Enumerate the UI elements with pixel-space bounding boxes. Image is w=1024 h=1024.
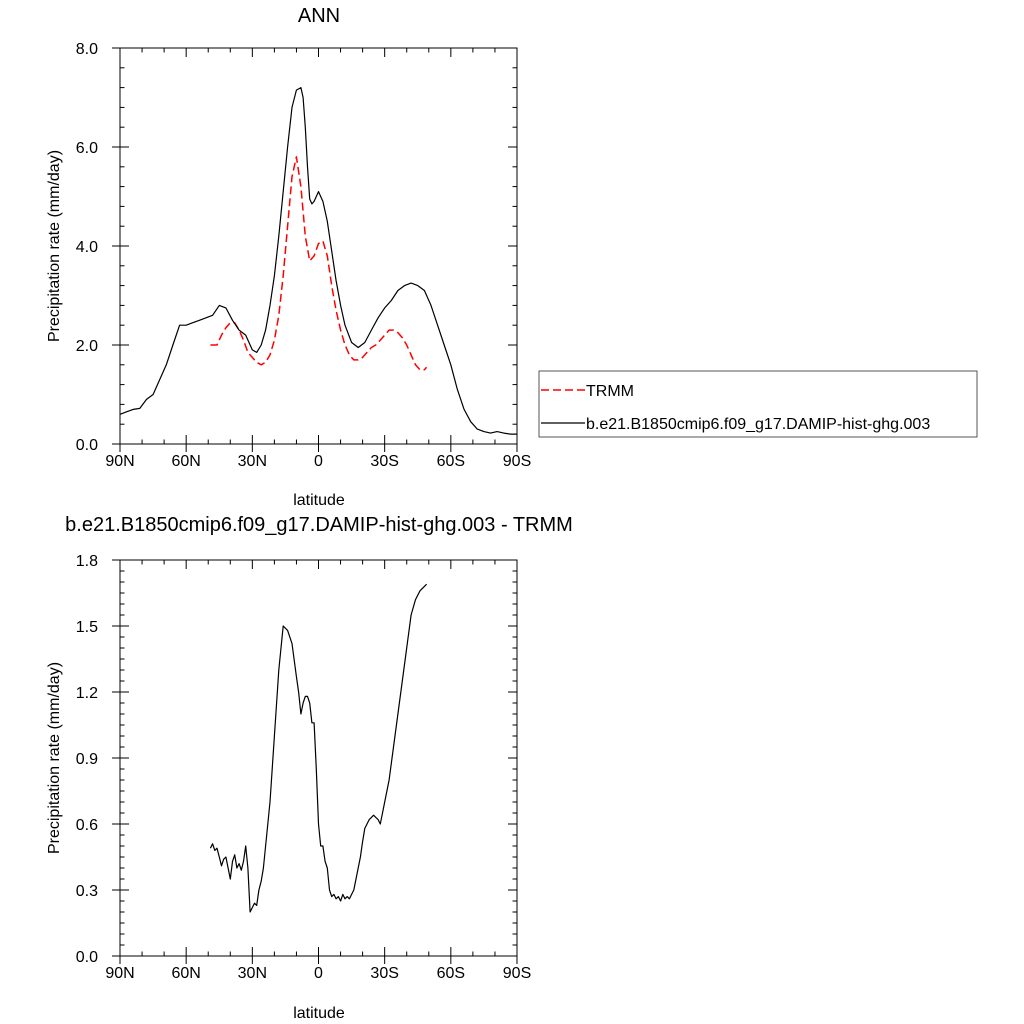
top-series-group (119, 86, 517, 435)
top-y-axis-label: Precipitation rate (mm/day) (46, 150, 63, 342)
bottom-x-tick-label: 90N (105, 965, 134, 982)
top-y-tick-label: 8.0 (76, 41, 98, 58)
top-chart-title: ANN (298, 5, 340, 27)
bottom-tick-group: 90N 60N 30N 0 30S 60S 90S 0.0 0.3 0.6 0.9 1.2 1.5 1.8 (76, 553, 531, 982)
top-x-tick-label: 0 (314, 453, 323, 470)
bottom-y-tick-label: 1.2 (76, 685, 98, 702)
bottom-chart-panel: b.e21.B1850cmip6.f09_g17.DAMIP-hist-ghg.… (46, 514, 573, 1022)
bottom-y-tick-label: 0.0 (76, 949, 98, 966)
top-chart-panel: ANN 90N 60N 30N 0 30S 60S 90S 0.0 2.0 4.0 6.0 8.0 l… (46, 5, 978, 509)
top-x-tick-label: 60S (437, 453, 465, 470)
top-x-axis-label: latitude (293, 492, 345, 509)
bottom-x-tick-label: 30N (238, 965, 267, 982)
top-y-tick-label: 4.0 (76, 239, 98, 256)
top-x-tick-label: 90N (105, 453, 134, 470)
bottom-y-tick-label: 1.5 (76, 619, 98, 636)
bottom-x-axis-label: latitude (293, 1005, 345, 1022)
bottom-x-tick-label: 30S (370, 965, 398, 982)
legend-label-model: b.e21.B1850cmip6.f09_g17.DAMIP-hist-ghg.… (586, 416, 930, 433)
bottom-series-line-0 (209, 583, 428, 913)
top-y-tick-label: 2.0 (76, 338, 98, 355)
top-series-line-0 (210, 156, 428, 371)
bottom-y-tick-label: 0.6 (76, 817, 98, 834)
bottom-x-tick-label: 60S (437, 965, 465, 982)
top-chart-legend: TRMM b.e21.B1850cmip6.f09_g17.DAMIP-hist… (538, 370, 978, 438)
bottom-x-tick-label: 0 (314, 965, 323, 982)
top-x-tick-label: 60N (171, 453, 200, 470)
top-y-tick-label: 0.0 (76, 437, 98, 454)
bottom-y-tick-label: 0.3 (76, 883, 98, 900)
bottom-x-tick-label: 60N (171, 965, 200, 982)
top-series-line-1 (119, 86, 517, 435)
top-x-tick-label: 30N (238, 453, 267, 470)
top-x-tick-label: 90S (503, 453, 531, 470)
bottom-y-tick-label: 0.9 (76, 751, 98, 768)
legend-box (538, 370, 978, 438)
bottom-y-axis-label: Precipitation rate (mm/day) (46, 662, 63, 854)
bottom-y-tick-label: 1.8 (76, 553, 98, 570)
bottom-chart-title: b.e21.B1850cmip6.f09_g17.DAMIP-hist-ghg.… (65, 514, 573, 536)
bottom-series-group (209, 583, 428, 913)
top-x-tick-label: 30S (370, 453, 398, 470)
legend-label-trmm: TRMM (586, 383, 634, 400)
top-tick-group: 90N 60N 30N 0 30S 60S 90S 0.0 2.0 4.0 6.0 8.0 (76, 41, 531, 470)
top-y-tick-label: 6.0 (76, 140, 98, 157)
bottom-x-tick-label: 90S (503, 965, 531, 982)
